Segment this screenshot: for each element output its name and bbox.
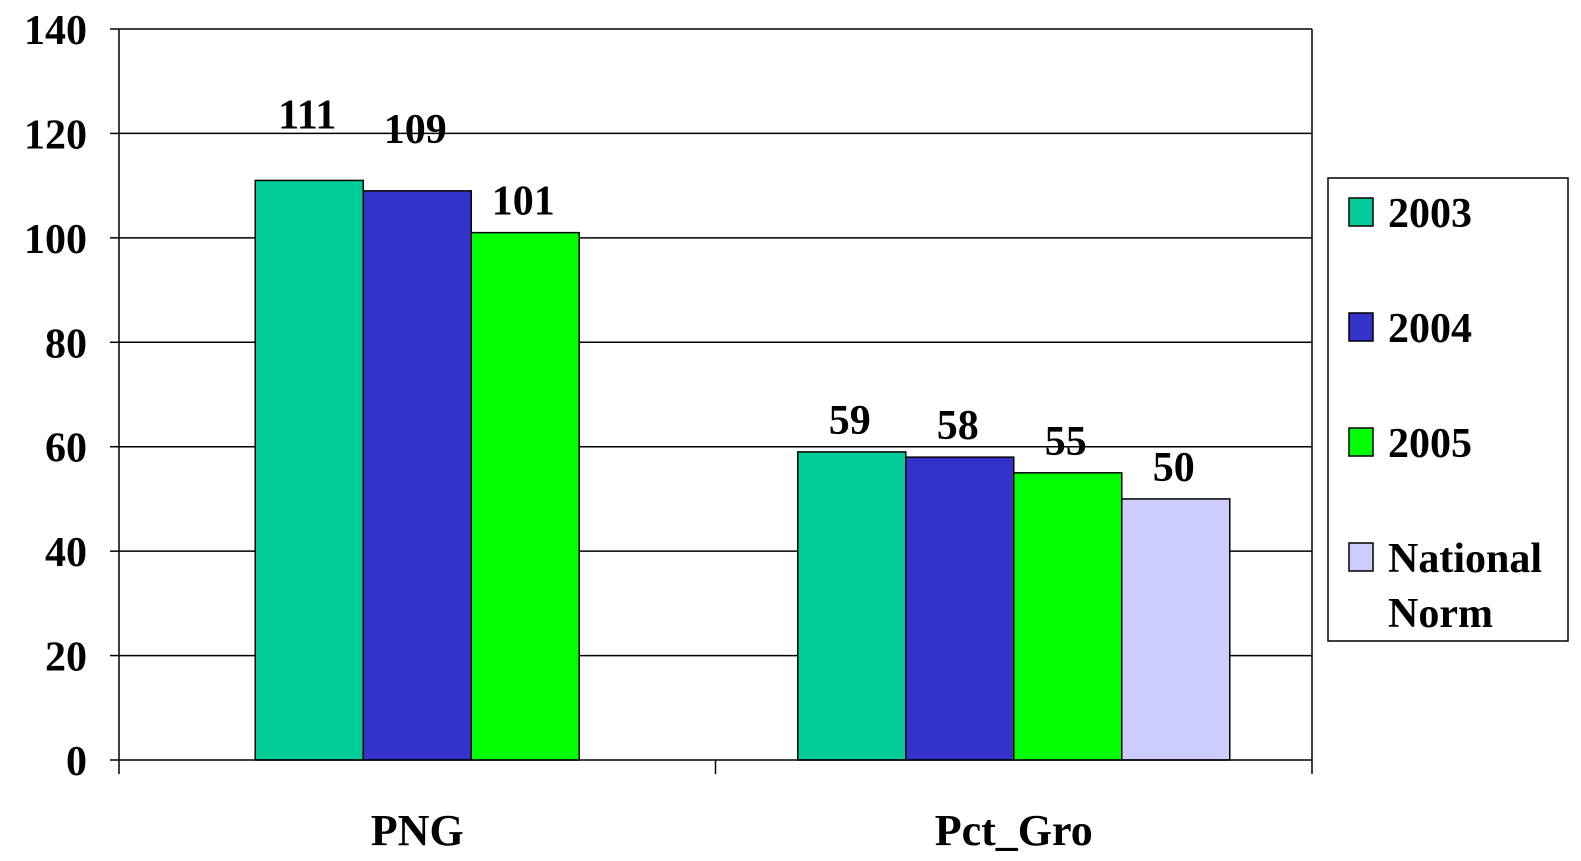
legend-label: 2003 <box>1388 191 1472 237</box>
y-tick-label: 20 <box>45 635 87 681</box>
legend-label: 2005 <box>1388 421 1472 467</box>
data-label: 111 <box>278 92 336 138</box>
x-category-label: PNG <box>371 806 464 855</box>
y-tick-label: 100 <box>24 217 87 263</box>
data-label: 109 <box>384 107 447 153</box>
y-tick-label: 40 <box>45 530 87 576</box>
data-label: 101 <box>492 179 555 225</box>
axes: 0 20 40 60 80 100 120 140 PNG Pct_Gro <box>24 8 1313 855</box>
legend-swatch <box>1348 197 1374 227</box>
legend-swatch <box>1348 312 1374 342</box>
data-label: 58 <box>937 403 979 449</box>
legend-swatch <box>1348 542 1374 572</box>
bar <box>797 451 907 761</box>
bar <box>362 190 472 761</box>
x-category-label: Pct_Gro <box>935 806 1093 855</box>
bars <box>254 179 1231 761</box>
data-label: 55 <box>1045 419 1087 465</box>
y-tick-label: 80 <box>45 321 87 367</box>
legend-label: 2004 <box>1388 306 1472 352</box>
y-tick-label: 0 <box>66 739 87 785</box>
y-tick-label: 60 <box>45 426 87 472</box>
bar <box>1013 472 1123 761</box>
bar <box>905 456 1015 761</box>
data-labels: 111 109 101 59 58 55 50 <box>278 92 1195 491</box>
bar <box>1121 498 1231 761</box>
legend: 2003 2004 2005 National Norm <box>1327 177 1569 642</box>
y-tick-label: 140 <box>24 8 87 54</box>
data-label: 59 <box>829 398 871 444</box>
bar <box>254 179 364 761</box>
data-label: 50 <box>1153 445 1195 491</box>
bar <box>470 231 580 761</box>
legend-label: National Norm <box>1388 536 1542 637</box>
y-tick-label: 120 <box>24 112 87 158</box>
legend-swatch <box>1348 427 1374 457</box>
